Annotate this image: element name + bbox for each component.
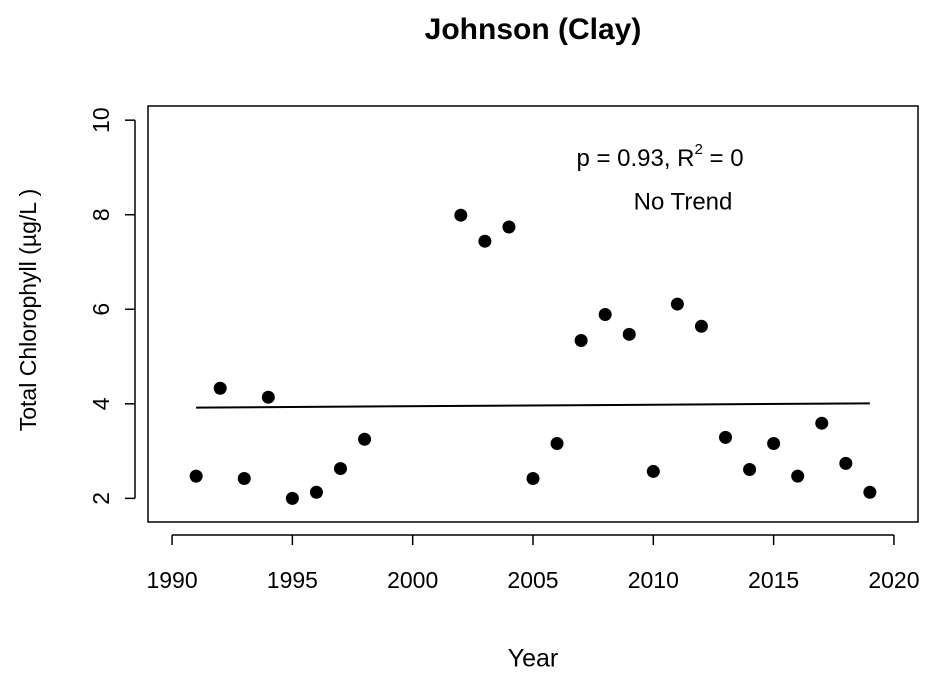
- point: [646, 464, 660, 478]
- point: [863, 485, 877, 499]
- x-tick-label: 1990: [146, 567, 197, 593]
- chart-title: Johnson (Clay): [425, 13, 642, 46]
- x-tick-label: 2010: [628, 567, 679, 593]
- x-tick-label: 2000: [387, 567, 438, 593]
- point: [213, 381, 227, 395]
- point: [189, 469, 203, 483]
- point: [502, 220, 516, 234]
- y-tick-label: 2: [88, 492, 114, 505]
- point: [237, 472, 251, 486]
- point: [719, 430, 732, 444]
- x-tick-label: 1995: [267, 567, 318, 593]
- point: [743, 463, 757, 477]
- annotation-trend: No Trend: [634, 188, 733, 215]
- point: [261, 390, 275, 404]
- point: [791, 469, 805, 483]
- point: [358, 432, 372, 446]
- y-tick-label: 10: [88, 107, 114, 133]
- x-tick-label: 2005: [507, 567, 558, 593]
- point: [526, 472, 540, 486]
- point: [478, 234, 492, 248]
- annotation-superscript: 2: [695, 141, 703, 158]
- point: [815, 416, 829, 430]
- point: [622, 327, 636, 341]
- plot-box: [147, 105, 919, 523]
- point: [694, 319, 708, 333]
- point: [598, 307, 612, 321]
- y-tick-label: 4: [88, 397, 114, 410]
- point: [454, 208, 468, 222]
- x-axis-label: Year: [508, 645, 559, 673]
- point: [839, 456, 853, 470]
- y-tick-label: 6: [88, 303, 114, 316]
- point: [670, 297, 684, 311]
- x-tick-label: 2015: [748, 567, 799, 593]
- point: [334, 462, 347, 476]
- point: [574, 333, 588, 347]
- y-tick-label: 8: [88, 208, 114, 221]
- point: [767, 437, 781, 451]
- point: [309, 485, 323, 499]
- annotation-text: = 0: [703, 145, 744, 172]
- trend-line: [196, 402, 870, 409]
- point: [550, 437, 564, 451]
- x-tick-label: 2020: [868, 567, 919, 593]
- point: [285, 491, 299, 505]
- annotation-stats: p = 0.93, R2 = 0: [576, 141, 743, 172]
- annotation-text: p = 0.93, R: [576, 145, 694, 172]
- y-axis-label: Total Chlorophyll (µg/L ): [15, 189, 41, 432]
